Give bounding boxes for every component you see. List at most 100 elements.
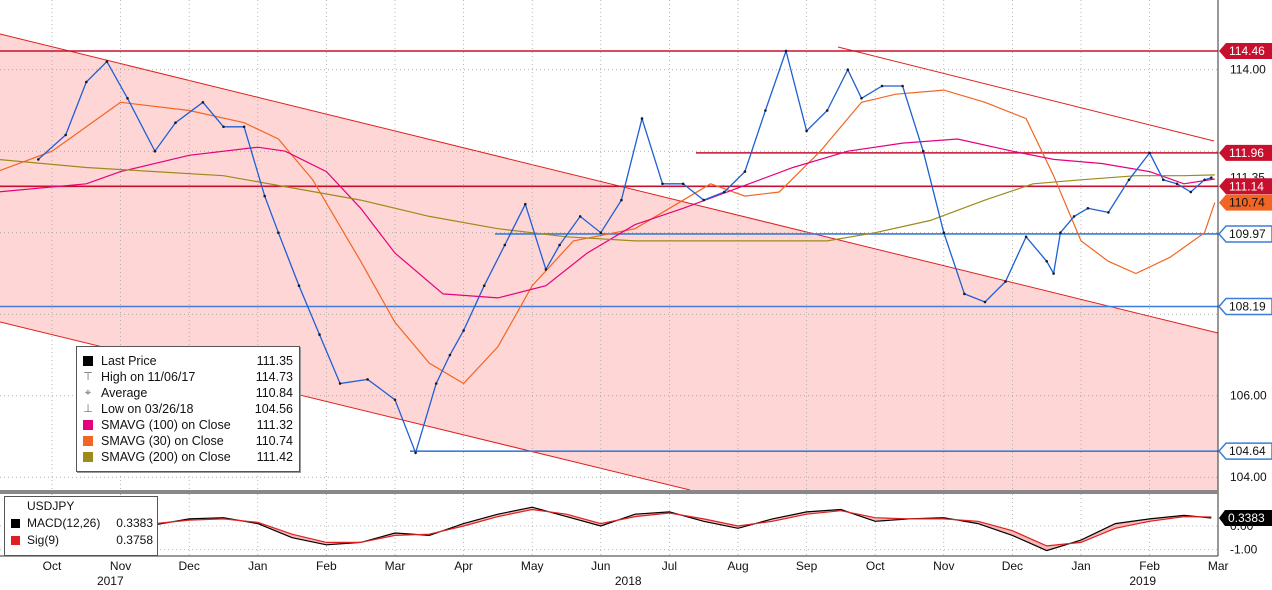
x-month-label: Oct	[866, 559, 885, 573]
price-point	[723, 190, 726, 194]
price-point	[942, 231, 946, 234]
level-label: 109.97	[1229, 227, 1266, 241]
x-month-label: Jan	[1071, 559, 1090, 573]
price-point	[126, 97, 129, 100]
price-point	[1175, 182, 1179, 186]
macd-signal-fill	[31, 507, 1212, 551]
legend-value: 111.42	[256, 450, 293, 464]
legend-value: 114.73	[255, 370, 293, 384]
legend-name: SMAVG (30) on Close	[101, 434, 224, 448]
legend-row: SMAVG (200) on Close 111.42	[83, 449, 293, 465]
price-point	[1086, 207, 1090, 210]
level-badge-shape	[1219, 144, 1272, 161]
price-point	[805, 129, 808, 133]
regression-channel-fill	[0, 34, 1218, 490]
price-point	[503, 243, 507, 247]
legend-name: High on 11/06/17	[101, 370, 196, 384]
level-badge: 114.46	[1219, 43, 1272, 59]
price-point	[37, 158, 40, 161]
price-point	[1203, 178, 1206, 182]
channel-upper-line	[0, 33, 1219, 334]
x-month-label: Aug	[727, 559, 748, 573]
x-month-label: Feb	[1139, 559, 1160, 573]
macd-legend-value: 0.3383	[116, 516, 153, 530]
legend-row: ⊤ High on 11/06/17 114.73	[83, 369, 293, 385]
price-point	[222, 125, 225, 129]
price-point	[482, 284, 486, 288]
legend-value: 111.32	[256, 418, 293, 432]
x-month-label: Nov	[110, 559, 131, 573]
price-point	[880, 84, 884, 88]
signal-legend-value: 0.3758	[116, 533, 153, 547]
price-point	[825, 109, 829, 112]
level-badge-shape	[1218, 442, 1272, 460]
price-point	[174, 121, 177, 124]
price-point	[524, 202, 527, 206]
price-point	[860, 97, 863, 100]
y-tick-label: 104.00	[1230, 470, 1267, 484]
price-point	[544, 268, 548, 271]
legend-row: SMAVG (100) on Close 111.32	[83, 417, 293, 433]
level-label: 114.46	[1229, 44, 1265, 58]
x-month-label: Dec	[1002, 559, 1023, 573]
level-label: 108.19	[1229, 300, 1266, 314]
price-point	[702, 198, 705, 202]
price-point	[1045, 260, 1048, 263]
price-point	[1148, 151, 1151, 155]
price-point	[784, 49, 788, 53]
x-month-label: Jan	[248, 559, 267, 573]
price-point	[242, 125, 246, 129]
price-point	[1024, 235, 1028, 239]
price-point	[901, 84, 904, 88]
avg-icon: ⌖	[84, 387, 92, 399]
legend-value: 111.35	[256, 354, 293, 368]
macd-y-tick-label: -1.00	[1230, 542, 1258, 556]
price-point	[448, 353, 452, 357]
x-month-label: Apr	[454, 559, 473, 573]
price-point	[64, 133, 67, 137]
legend-value: 110.74	[255, 434, 293, 448]
x-year-label: 2018	[615, 574, 642, 588]
x-month-label: Nov	[933, 559, 954, 573]
macd-value-badge: 0.3383	[1219, 510, 1272, 526]
price-point	[462, 329, 465, 332]
x-month-label: Jun	[591, 559, 610, 573]
price-point	[434, 382, 438, 385]
macd-y-tick-label: 0.00	[1230, 519, 1254, 533]
price-point	[393, 398, 397, 402]
level-badge: 111.96	[1219, 144, 1272, 161]
x-month-label: Sep	[796, 559, 818, 573]
price-point	[1127, 178, 1131, 182]
price-point	[153, 149, 157, 153]
macd-panel-title: USDJPY	[27, 499, 75, 513]
last-price-line	[37, 48, 1212, 455]
level-label: 111.96	[1229, 146, 1264, 160]
price-point	[1072, 215, 1076, 218]
x-month-label: Feb	[316, 559, 337, 573]
macd-legend-name: MACD(12,26)	[27, 516, 101, 530]
legend-name: Last Price	[101, 354, 157, 368]
legend-value: 104.56	[254, 402, 293, 416]
panel-separator	[0, 490, 1218, 494]
signal-legend-name: Sig(9)	[27, 533, 60, 547]
price-point	[599, 231, 603, 234]
x-month-label: Dec	[179, 559, 200, 573]
price-point	[366, 378, 369, 381]
signal-line	[31, 508, 1212, 547]
price-point	[1059, 231, 1062, 234]
level-badge-shape	[1219, 194, 1272, 211]
price-point	[743, 170, 747, 173]
level-label: 111.14	[1229, 179, 1264, 193]
level-badge: 109.97	[1218, 225, 1272, 243]
x-month-label: Mar	[385, 559, 406, 573]
macd-badge-label: 0.3383	[1228, 511, 1265, 525]
price-point	[277, 231, 280, 234]
price-point	[1052, 272, 1055, 275]
x-month-label: Jul	[662, 559, 677, 573]
price-point	[620, 198, 623, 202]
macd-legend: USDJPY MACD(12,26) 0.3383 Sig(9) 0.3758	[4, 496, 158, 556]
price-point	[661, 182, 664, 186]
price-point	[1189, 190, 1193, 194]
legend-row: ⌖ Average 110.84	[83, 385, 293, 401]
